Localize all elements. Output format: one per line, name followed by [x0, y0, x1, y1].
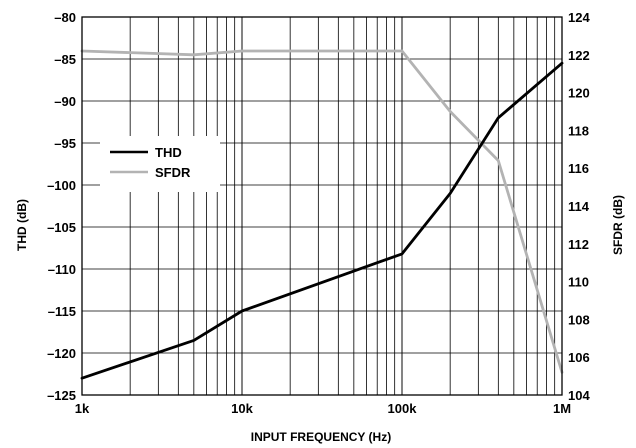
x-axis-title: INPUT FREQUENCY (Hz)	[251, 430, 391, 444]
right-tick-labels: 124 122 120 118 116 114 112 110 108 106 104	[568, 10, 590, 403]
right-axis-title: SFDR (dB)	[611, 195, 625, 255]
legend: THD SFDR	[100, 136, 220, 192]
right-tick-label: 112	[568, 237, 589, 252]
series-line-thd	[80, 61, 564, 380]
x-tick-label: 100k	[388, 401, 418, 416]
left-tick-label: –120	[47, 346, 76, 361]
series-layer	[80, 49, 564, 380]
grid	[81, 16, 563, 396]
right-tick-label: 122	[568, 48, 590, 63]
left-tick-label: –125	[47, 388, 76, 403]
left-tick-label: –85	[54, 52, 76, 67]
legend-label-thd: THD	[155, 145, 182, 160]
right-tick-label: 124	[568, 10, 590, 25]
x-tick-labels: 1k 10k 100k 1M	[75, 401, 571, 416]
right-tick-label: 106	[568, 350, 590, 365]
left-tick-label: –115	[48, 304, 76, 319]
legend-label-sfdr: SFDR	[155, 165, 191, 180]
left-tick-label: –100	[47, 178, 76, 193]
legend-box	[100, 136, 220, 192]
left-tick-label: –80	[54, 10, 76, 25]
right-tick-label: 108	[568, 312, 590, 327]
x-tick-label: 1M	[553, 401, 571, 416]
right-tick-label: 118	[568, 123, 589, 138]
right-tick-label: 110	[568, 275, 589, 290]
left-tick-label: –95	[54, 136, 76, 151]
right-tick-label: 116	[568, 161, 589, 176]
x-tick-label: 1k	[75, 401, 90, 416]
left-tick-labels: –80 –85 –90 –95 –100 –105 –110 –115 –120 –125	[47, 10, 76, 403]
x-tick-label: 10k	[231, 401, 253, 416]
left-tick-label: –90	[54, 94, 76, 109]
left-tick-label: –105	[47, 220, 76, 235]
right-tick-label: 114	[568, 199, 590, 214]
left-tick-label: –110	[48, 262, 76, 277]
right-tick-label: 120	[568, 86, 590, 101]
right-tick-label: 104	[568, 388, 590, 403]
series-line-sfdr	[80, 49, 564, 374]
plot-frame	[81, 16, 563, 396]
left-axis-title: THD (dB)	[15, 199, 29, 251]
